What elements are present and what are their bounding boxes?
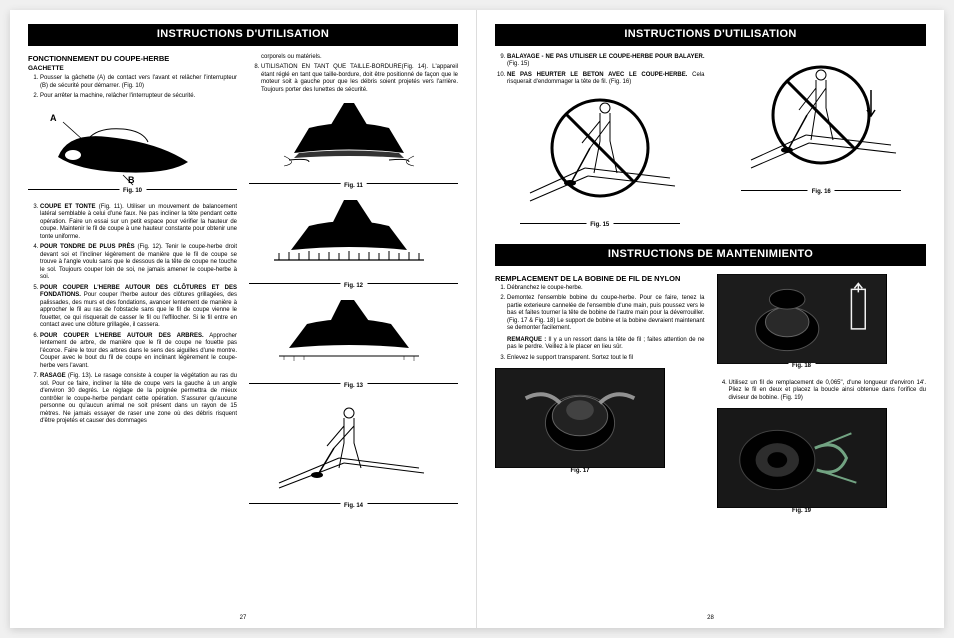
r-item-1: Débranchez le coupe-herbe. [507, 285, 705, 293]
fig-15-illustration [520, 93, 680, 213]
page-28: INSTRUCTIONS D'UTILISATION BALAYAGE - NE… [477, 10, 944, 628]
label-b: B [128, 175, 135, 186]
list-item-3: COUPE ET TONTE (Fig. 11). Utiliser un mo… [40, 204, 237, 242]
list-item-2: Pour arrêter la machine, relâcher l'inte… [40, 93, 237, 101]
fig-12-label: Fig. 12 [340, 283, 367, 291]
fig-11-illustration [249, 98, 449, 173]
page-number-28: 28 [707, 615, 714, 623]
list-item-4: POUR TONDRE DE PLUS PRÈS (Fig. 12). Teni… [40, 244, 237, 282]
fig-12-illustration [249, 198, 449, 273]
fig-14-illustration [249, 398, 449, 493]
section-header-left: INSTRUCTIONS D'UTILISATION [28, 24, 458, 46]
list-item-1: Pousser la gâchette (A) de contact vers … [40, 75, 237, 90]
fig-18-label: Fig. 18 [788, 363, 815, 371]
page-28-bottom-col-1: REMPLACEMENT DE LA BOBINE DE FIL DE NYLO… [495, 274, 705, 525]
fig-17-photo: Fig. 17 [495, 368, 665, 468]
list-item-8: UTILISATION EN TANT QUE TAILLE-BORDURE(F… [261, 64, 458, 94]
list-operations: COUPE ET TONTE (Fig. 11). Utiliser un mo… [28, 204, 237, 426]
section-header-right: INSTRUCTIONS D'UTILISATION [495, 24, 926, 46]
col2-continuation: corporels ou matériels. [261, 54, 458, 62]
list-item-5: POUR COUPER L'HERBE AUTOUR DES CLÔTURES … [40, 285, 237, 330]
r-item-4: Utilisez un fil de remplacement de 0,065… [729, 380, 927, 403]
page-28-top-col-1: BALAYAGE - NE PAS UTILISER LE COUPE-HERB… [495, 54, 705, 238]
page-28-bottom-col-2: Fig. 18 Utilisez un fil de remplacement … [717, 274, 927, 525]
page-28-top-columns: BALAYAGE - NE PAS UTILISER LE COUPE-HERB… [495, 54, 926, 238]
list-item-9: BALAYAGE - NE PAS UTILISER LE COUPE-HERB… [507, 54, 705, 69]
list-item-10: NE PAS HEURTER LE BETON AVEC LE COUPE-HE… [507, 72, 705, 87]
fig-16-label: Fig. 16 [808, 189, 835, 197]
r-item-2: Demontez l'ensemble bobine du coupe-herb… [507, 295, 705, 333]
label-a: A [50, 113, 57, 124]
r-item-3: Enlevez le support transparent. Sortez t… [507, 355, 705, 363]
page-27-columns: FONCTIONNEMENT DU COUPE-HERBE GACHETTE P… [28, 54, 458, 515]
fig-13-label: Fig. 13 [340, 383, 367, 391]
page-number-27: 27 [240, 615, 247, 623]
page-27: INSTRUCTIONS D'UTILISATION FONCTIONNEMEN… [10, 10, 477, 628]
fig-17-label: Fig. 17 [566, 468, 593, 476]
list-gachette: Pousser la gâchette (A) de contact vers … [28, 75, 237, 101]
fig-19-label: Fig. 19 [788, 508, 815, 516]
page-27-col-2: corporels ou matériels. UTILISATION EN T… [249, 54, 458, 515]
heading-gachette: GACHETTE [28, 65, 237, 73]
list-top: BALAYAGE - NE PAS UTILISER LE COUPE-HERB… [495, 54, 705, 87]
fig-15-label: Fig. 15 [586, 222, 613, 230]
fig-13-illustration [249, 298, 449, 373]
fig-19-photo: Fig. 19 [717, 408, 887, 508]
fig-14-label: Fig. 14 [340, 503, 367, 511]
page-28-bottom-columns: REMPLACEMENT DE LA BOBINE DE FIL DE NYLO… [495, 274, 926, 525]
list-col2: UTILISATION EN TANT QUE TAILLE-BORDURE(F… [249, 64, 458, 94]
list-item-6: POUR COUPER L'HERBE AUTOUR DES ARBRES. A… [40, 333, 237, 371]
list-item-7: RASAGE (Fig. 13). Le rasage consiste à c… [40, 373, 237, 426]
page-27-col-1: FONCTIONNEMENT DU COUPE-HERBE GACHETTE P… [28, 54, 237, 515]
heading-fonctionnement: FONCTIONNEMENT DU COUPE-HERBE [28, 54, 237, 63]
document-spread: INSTRUCTIONS D'UTILISATION FONCTIONNEMEN… [10, 10, 944, 628]
fig-10-label: Fig. 10 [119, 188, 146, 196]
list-replacement-2: Enlevez le support transparent. Sortez t… [495, 355, 705, 363]
fig-11-label: Fig. 11 [340, 183, 367, 191]
page-28-top-col-2: Fig. 16 [717, 54, 927, 238]
remarque: REMARQUE : Il y a un ressort dans la têt… [507, 337, 705, 352]
list-replacement-3: Utilisez un fil de remplacement de 0,065… [717, 380, 927, 403]
list-replacement: Débranchez le coupe-herbe. Demontez l'en… [495, 285, 705, 333]
heading-remplacement: REMPLACEMENT DE LA BOBINE DE FIL DE NYLO… [495, 274, 705, 283]
section-header-maintenance: INSTRUCTIONS DE MANTENIMIENTO [495, 244, 926, 266]
fig-16-illustration [741, 60, 901, 180]
fig-18-photo: Fig. 18 [717, 274, 887, 364]
